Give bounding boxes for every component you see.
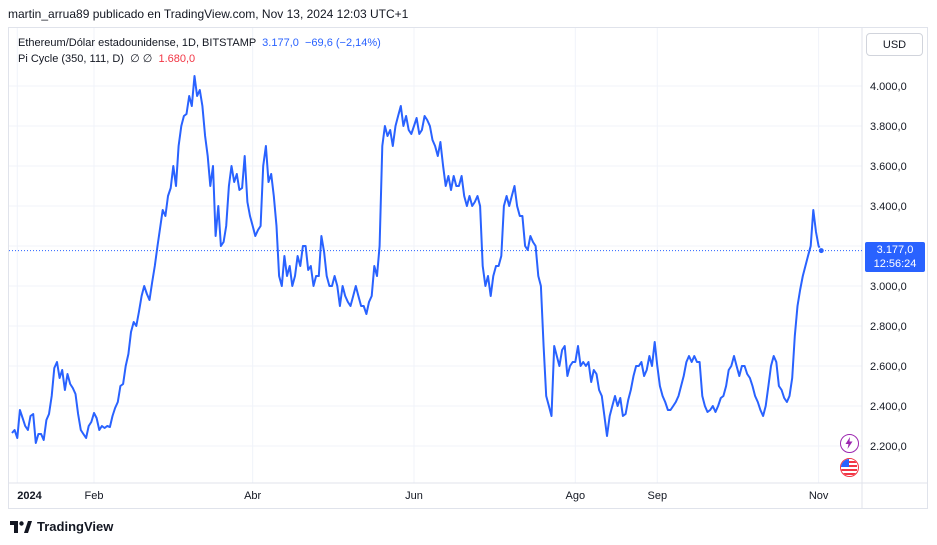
y-tick-label: 4.000,0 [870,81,907,93]
lightning-icon[interactable] [840,434,859,453]
x-tick-label: Feb [84,490,103,502]
x-tick-label: Ago [566,490,586,502]
y-tick-label: 2.800,0 [870,321,907,333]
y-tick-label: 2.200,0 [870,441,907,453]
x-tick-label: Jun [405,490,423,502]
currency-button[interactable]: USD [866,33,923,56]
x-tick-label: Nov [809,490,829,502]
last-price-marker [817,247,825,255]
legend-indicator-name: Pi Cycle (350, 111, D) [18,53,124,65]
chart-frame [8,27,928,509]
x-axis: 2024 Feb Abr Jun Ago Sep Nov [8,482,928,502]
last-price-tag-value: 3.177,0 [876,244,914,256]
grid [9,28,862,483]
us-flag-icon[interactable] [840,458,859,477]
chart-legend: Ethereum/Dólar estadounidense, 1D, BITST… [18,35,381,67]
legend-symbol: Ethereum/Dólar estadounidense, 1D, BITST… [18,37,257,49]
legend-last-price: 3.177,0 [262,37,299,49]
y-tick-label: 2.400,0 [870,401,907,413]
tradingview-logo[interactable]: TradingView [10,519,113,534]
legend-indicator-values: ∅ ∅ [130,53,153,65]
series-line-eth [11,75,823,444]
published-line: martin_arrua89 publicado en TradingView.… [8,7,409,21]
legend-indicator-row[interactable]: Pi Cycle (350, 111, D) ∅ ∅ 1.680,0 [18,51,381,67]
y-tick-label: 3.800,0 [870,121,907,133]
tradingview-label: TradingView [37,519,114,534]
legend-symbol-row[interactable]: Ethereum/Dólar estadounidense, 1D, BITST… [18,35,381,51]
y-tick-label: 2.600,0 [870,361,907,373]
tradingview-logo-icon [10,520,32,533]
legend-indicator-last: 1.680,0 [158,53,196,65]
y-tick-label: 3.000,0 [870,281,907,293]
y-tick-label: 3.400,0 [870,201,907,213]
last-price-tag-countdown: 12:56:24 [873,258,917,270]
y-tick-label: 3.600,0 [870,161,907,173]
last-price-tag: 3.177,0 12:56:24 [865,242,925,272]
x-tick-label: Abr [244,490,261,502]
legend-change: −69,6 (−2,14%) [305,37,381,49]
x-tick-label: 2024 [17,490,42,502]
x-tick-label: Sep [648,490,668,502]
